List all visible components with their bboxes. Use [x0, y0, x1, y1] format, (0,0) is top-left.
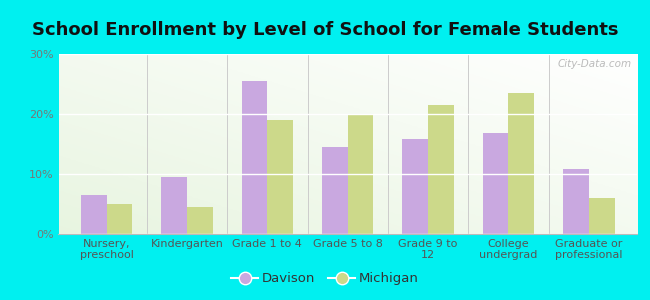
- Bar: [508, 93, 534, 234]
- Bar: [161, 177, 187, 234]
- Bar: [428, 105, 454, 234]
- Bar: [563, 169, 589, 234]
- Legend: Davison, Michigan: Davison, Michigan: [226, 267, 424, 290]
- Bar: [81, 195, 107, 234]
- Bar: [483, 133, 508, 234]
- Bar: [107, 204, 133, 234]
- Bar: [187, 207, 213, 234]
- Bar: [242, 81, 267, 234]
- Bar: [589, 198, 614, 234]
- Bar: [348, 114, 374, 234]
- Bar: [267, 120, 293, 234]
- Text: City-Data.com: City-Data.com: [557, 59, 631, 69]
- Text: School Enrollment by Level of School for Female Students: School Enrollment by Level of School for…: [32, 21, 618, 39]
- Bar: [322, 147, 348, 234]
- Bar: [402, 139, 428, 234]
